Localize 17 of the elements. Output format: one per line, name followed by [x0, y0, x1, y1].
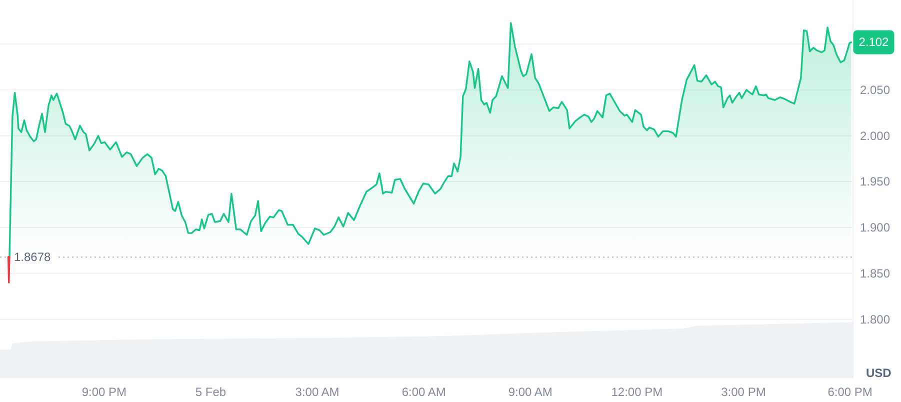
x-tick-label: 3:00 PM — [721, 385, 766, 399]
x-tick-label: 6:00 PM — [828, 385, 872, 399]
y-tick-label: 1.900 — [860, 220, 890, 235]
y-tick-label: 2.050 — [860, 82, 890, 97]
x-tick-label: 12:00 PM — [611, 385, 663, 399]
ref-line-label: 1.8678 — [14, 250, 52, 264]
x-tick-label: 3:00 AM — [295, 385, 340, 399]
y-tick-label: 1.950 — [860, 174, 890, 189]
x-tick-label: 9:00 AM — [508, 385, 552, 399]
y-tick-label: 2.000 — [860, 128, 890, 143]
annotation: 2.102 — [858, 35, 890, 50]
y-axis-title: USD — [866, 366, 892, 380]
x-tick-label: 5 Feb — [195, 385, 226, 399]
x-tick-label: 9:00 PM — [82, 385, 127, 399]
y-tick-label: 1.850 — [860, 266, 890, 280]
x-tick-label: 6:00 AM — [402, 385, 446, 399]
y-tick-label: 1.800 — [860, 312, 890, 326]
